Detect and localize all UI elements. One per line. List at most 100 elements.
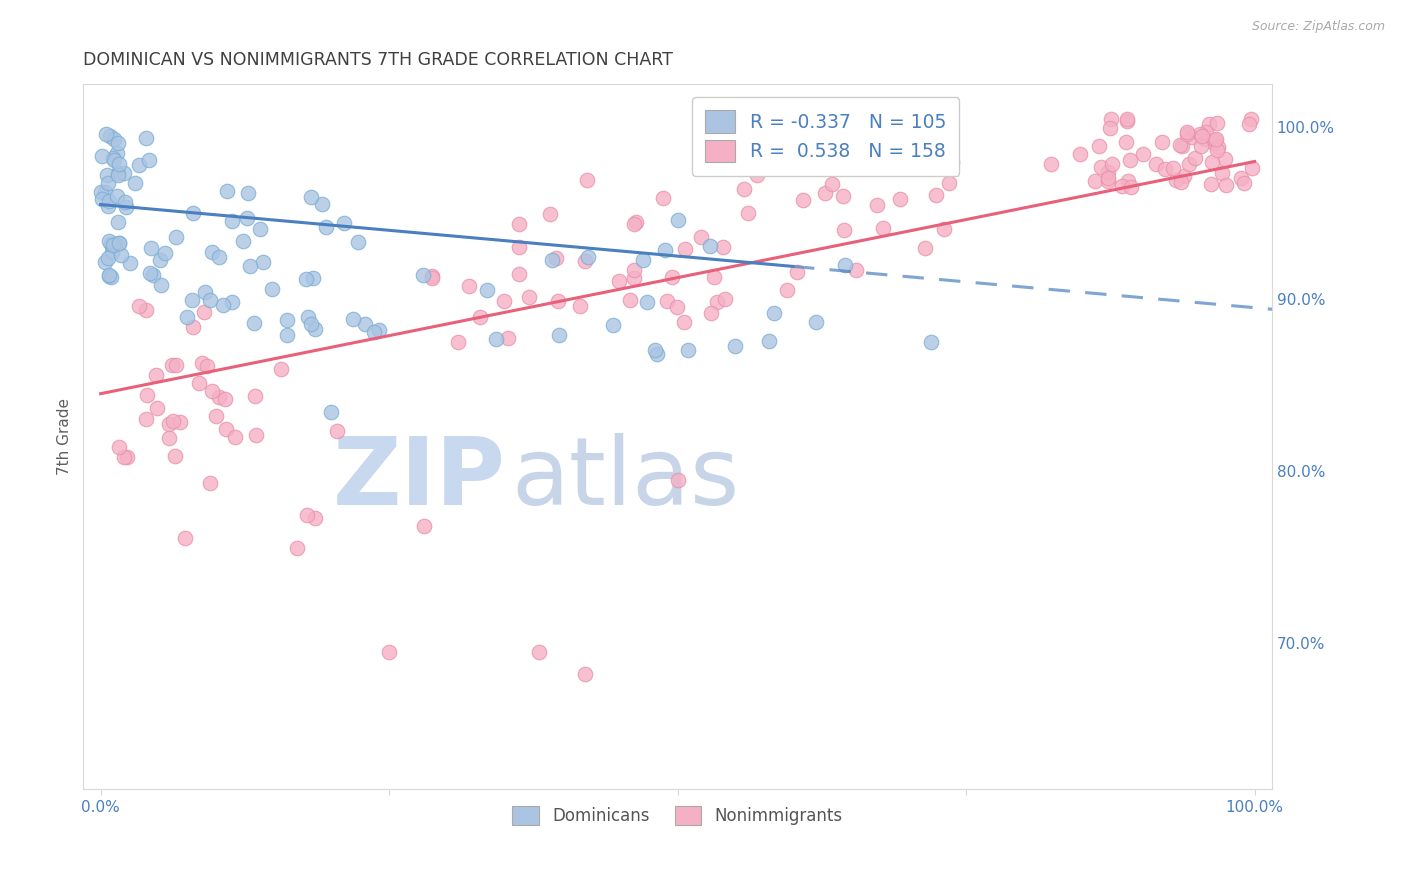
Point <box>576 250 599 264</box>
Point <box>176 310 198 325</box>
Point <box>232 234 254 248</box>
Point <box>889 193 911 207</box>
Point <box>845 262 868 277</box>
Point <box>302 270 325 285</box>
Point <box>208 390 231 404</box>
Point <box>547 293 569 308</box>
Point <box>1198 117 1220 131</box>
Point <box>623 217 645 231</box>
Point <box>90 149 112 163</box>
Point <box>135 412 157 426</box>
Point <box>128 158 150 172</box>
Point <box>657 293 679 308</box>
Point <box>124 176 146 190</box>
Point <box>93 185 115 199</box>
Point <box>90 186 112 200</box>
Point <box>1205 143 1227 157</box>
Point <box>112 166 135 180</box>
Point <box>276 312 298 326</box>
Point <box>363 326 385 340</box>
Point <box>187 376 209 390</box>
Point <box>776 283 799 297</box>
Y-axis label: 7th Grade: 7th Grade <box>58 398 72 475</box>
Point <box>142 268 165 283</box>
Point <box>872 221 894 235</box>
Point <box>135 302 157 317</box>
Point <box>299 317 322 331</box>
Point <box>832 189 855 203</box>
Point <box>346 235 368 249</box>
Point <box>260 281 283 295</box>
Point <box>865 198 887 212</box>
Point <box>215 422 238 436</box>
Point <box>181 320 204 334</box>
Point <box>193 305 215 319</box>
Point <box>297 310 319 325</box>
Point <box>1178 157 1201 171</box>
Point <box>568 300 591 314</box>
Point <box>333 216 356 230</box>
Point <box>1208 140 1230 154</box>
Point <box>91 192 114 206</box>
Point <box>368 323 391 337</box>
Point <box>475 283 498 297</box>
Point <box>162 414 184 428</box>
Point <box>1201 155 1223 169</box>
Point <box>508 267 530 281</box>
Point <box>200 476 222 491</box>
Point <box>1215 178 1237 192</box>
Point <box>1090 161 1112 175</box>
Point <box>758 334 780 348</box>
Point <box>1116 112 1139 127</box>
Point <box>623 262 645 277</box>
Point <box>914 241 936 255</box>
Point <box>146 401 169 415</box>
Point <box>1132 146 1154 161</box>
Point <box>321 405 343 419</box>
Point <box>517 290 540 304</box>
Point <box>1188 127 1211 141</box>
Point <box>1097 164 1119 178</box>
Point <box>538 207 561 221</box>
Point <box>163 449 186 463</box>
Point <box>1213 152 1236 166</box>
Point <box>117 450 139 465</box>
Point <box>1229 171 1251 186</box>
Point <box>150 277 173 292</box>
Point <box>304 321 326 335</box>
Point <box>103 132 125 146</box>
Point <box>420 269 443 284</box>
Point <box>447 334 470 349</box>
Point <box>1241 161 1264 175</box>
Point <box>1204 133 1226 147</box>
Point <box>181 293 204 307</box>
Point <box>297 508 319 523</box>
Point <box>412 268 434 282</box>
Point <box>97 251 120 265</box>
Point <box>108 157 131 171</box>
Point <box>1116 173 1139 187</box>
Point <box>786 264 808 278</box>
Point <box>703 270 725 285</box>
Point <box>201 244 224 259</box>
Point <box>1153 161 1175 176</box>
Point <box>252 255 274 269</box>
Point <box>270 361 292 376</box>
Point <box>527 645 550 659</box>
Point <box>1161 161 1184 175</box>
Text: Source: ZipAtlas.com: Source: ZipAtlas.com <box>1251 20 1385 33</box>
Point <box>100 237 122 252</box>
Point <box>157 417 180 431</box>
Point <box>821 178 844 192</box>
Point <box>1144 157 1167 171</box>
Point <box>191 356 214 370</box>
Point <box>1097 170 1119 185</box>
Point <box>96 199 118 213</box>
Point <box>1191 128 1213 143</box>
Point <box>547 327 569 342</box>
Point <box>624 215 647 229</box>
Point <box>468 310 491 324</box>
Point <box>107 168 129 182</box>
Point <box>249 221 271 235</box>
Text: ZIP: ZIP <box>332 433 505 525</box>
